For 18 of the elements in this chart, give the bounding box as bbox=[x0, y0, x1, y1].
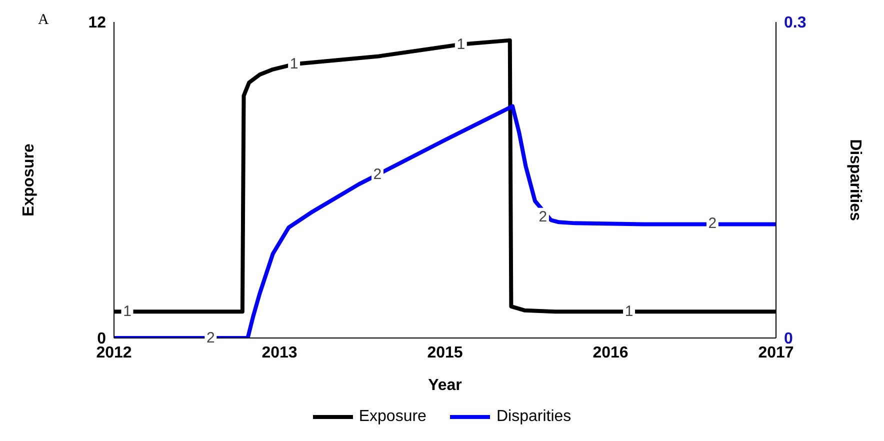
annotation: 1 bbox=[624, 303, 634, 320]
legend-label: Exposure bbox=[358, 408, 426, 426]
y-axis-title: Exposure bbox=[20, 143, 38, 216]
annotation: 2 bbox=[708, 214, 717, 232]
text: A bbox=[38, 12, 49, 29]
legend-label: Disparities bbox=[496, 408, 572, 426]
y2-tick-label: 0.3 bbox=[784, 14, 806, 32]
x-tick-label: 2013 bbox=[262, 344, 298, 362]
annotation: 1 bbox=[123, 303, 132, 320]
annotation: 2 bbox=[206, 330, 215, 346]
x-tick-label: 2012 bbox=[96, 344, 132, 362]
x-tick-label: 2016 bbox=[592, 344, 628, 362]
x-tick-label: 2015 bbox=[427, 344, 463, 362]
x-axis-title: Year bbox=[428, 377, 462, 394]
annotation: 2 bbox=[373, 166, 382, 184]
y2-axis-title: Disparities bbox=[846, 139, 864, 222]
y-tick-label: 12 bbox=[88, 14, 106, 32]
annotation: 2 bbox=[538, 208, 548, 226]
